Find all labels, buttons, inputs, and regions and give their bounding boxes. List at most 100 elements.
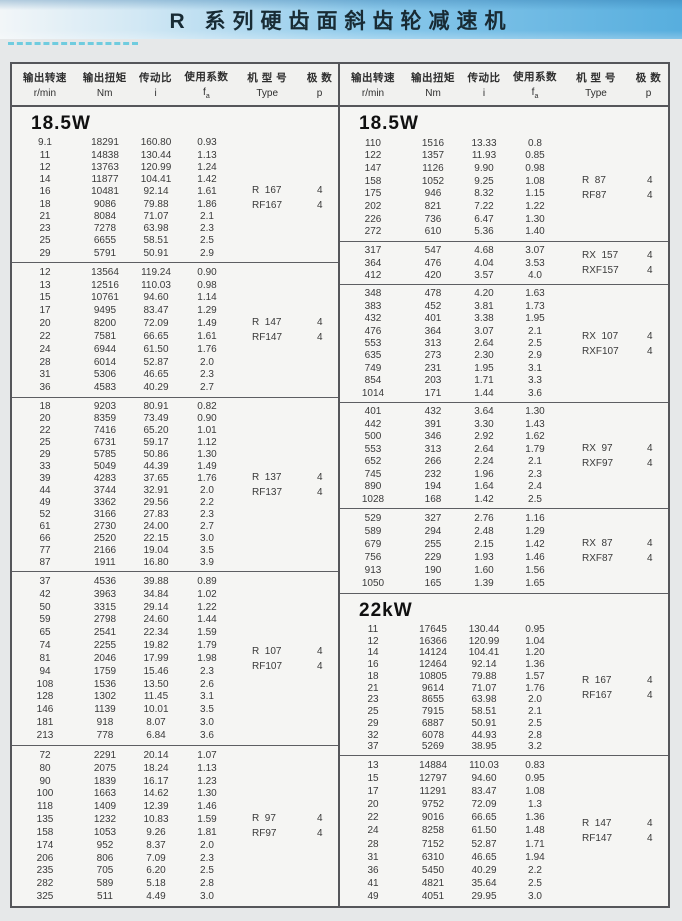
- factor-value: 1.76: [525, 682, 545, 694]
- factor-value: 1.57: [525, 670, 545, 682]
- rows-group: 401 432 3.64 1.30 442 391 3.30 1.43 500 346 2.92 1.…: [340, 405, 668, 506]
- table-row: 23 8655 63.98 2.0: [340, 694, 668, 705]
- model-name: RF167: [582, 690, 613, 701]
- speed-value: 476: [364, 325, 382, 337]
- torque-value: 4583: [93, 382, 117, 394]
- table-row: 20 8359 73.49 0.90: [12, 413, 338, 424]
- factor-value: 1.43: [525, 418, 545, 430]
- speed-value: 589: [364, 526, 382, 537]
- table-row: 12 13564 119.24 0.90: [12, 267, 338, 278]
- speed-value: 745: [364, 468, 382, 480]
- speed-value: 21: [39, 210, 51, 222]
- ratio-value: 5.36: [474, 226, 494, 238]
- speed-value: 24: [367, 825, 379, 837]
- table-row: 679 255 2.15 1.42: [340, 539, 668, 550]
- table-row: 529 327 2.76 1.16: [340, 513, 668, 524]
- torque-value: 1759: [93, 665, 117, 677]
- rows-group: 72 2291 20.14 1.07 80 2075 18.24 1.13 90 1839 16.1…: [12, 748, 338, 904]
- torque-value: 255: [424, 539, 442, 550]
- col-torque-header: 输出扭矩 Nm: [411, 72, 455, 99]
- title-banner: R 系列硬齿面斜齿轮减速机: [0, 0, 682, 39]
- ratio-value: 2.48: [474, 526, 494, 537]
- model-row: RXF157 4: [563, 265, 668, 276]
- factor-value: 3.5: [200, 704, 214, 716]
- torque-value: 2075: [93, 762, 117, 774]
- torque-value: 9752: [421, 799, 445, 811]
- speed-value: 174: [36, 839, 54, 851]
- table-row: 272 610 5.36 1.40: [340, 226, 668, 237]
- factor-value: 4.0: [528, 269, 542, 281]
- torque-value: 1357: [421, 150, 445, 162]
- table-row: 122 1357 11.93 0.85: [340, 150, 668, 161]
- table-row: 158 1052 9.25 1.08: [340, 176, 668, 187]
- table-row: 128 1302 11.45 3.1: [12, 691, 338, 702]
- speed-value: 12: [39, 161, 51, 173]
- speed-value: 94: [39, 665, 51, 677]
- table-section: 18 9203 80.91 0.82 20 8359 73.49 0.90 22 7416 65.2…: [12, 398, 338, 572]
- torque-value: 918: [96, 717, 114, 729]
- torque-value: 589: [96, 878, 114, 890]
- ratio-value: 12.39: [143, 801, 169, 813]
- factor-value: 1.61: [197, 186, 217, 198]
- ratio-value: 3.30: [474, 418, 494, 430]
- speed-value: 25: [39, 235, 51, 247]
- model-name: R 147: [252, 317, 282, 328]
- speed-value: 20: [367, 799, 379, 811]
- speed-value: 108: [36, 678, 54, 690]
- ratio-value: 44.39: [143, 461, 169, 472]
- table-row: 1050 165 1.39 1.65: [340, 578, 668, 589]
- ratio-value: 2.92: [474, 431, 494, 443]
- speed-value: 202: [364, 200, 382, 212]
- col-speed-header: 输出转速 r/min: [22, 72, 67, 99]
- model-group: RX 87 4 RXF87 4: [563, 511, 668, 591]
- ratio-value: 2.64: [474, 337, 494, 349]
- ratio-value: 4.04: [474, 257, 494, 269]
- factor-value: 2.0: [200, 839, 214, 851]
- section-body: 401 432 3.64 1.30 442 391 3.30 1.43 500 346 2.92 1.…: [340, 405, 668, 506]
- ratio-value: 71.07: [471, 682, 497, 694]
- speed-value: 1014: [361, 387, 385, 399]
- model-poles: 4: [317, 471, 323, 483]
- model-row: RF147 4: [233, 332, 338, 343]
- model-row: R 107 4: [233, 646, 338, 657]
- table-row: 589 294 2.48 1.29: [340, 526, 668, 537]
- torque-value: 12516: [91, 279, 119, 291]
- table-row: 325 511 4.49 3.0: [12, 891, 338, 902]
- ratio-value: 7.09: [146, 852, 166, 864]
- table-row: 21 9614 71.07 1.76: [340, 683, 668, 694]
- factor-value: 1.30: [525, 406, 545, 418]
- factor-value: 2.6: [200, 678, 214, 690]
- col-factor-header: 使用系数 fa: [184, 71, 229, 100]
- ratio-value: 2.76: [474, 513, 494, 524]
- table-row: 23 7278 63.98 2.3: [12, 223, 338, 234]
- factor-value: 1.30: [197, 449, 217, 460]
- factor-value: 1.07: [197, 749, 217, 761]
- table-row: 20 8200 72.09 1.49: [12, 318, 338, 329]
- torque-value: 8655: [421, 694, 445, 706]
- factor-value: 0.89: [197, 575, 217, 587]
- factor-value: 1.04: [525, 635, 545, 647]
- factor-value: 2.5: [528, 337, 542, 349]
- ratio-value: 120.99: [468, 635, 500, 647]
- ratio-value: 8.37: [146, 839, 166, 851]
- torque-value: 16366: [419, 635, 447, 647]
- ratio-value: 66.65: [143, 330, 169, 342]
- speed-value: 12: [367, 635, 379, 647]
- speed-value: 226: [364, 213, 382, 225]
- torque-value: 2520: [93, 533, 117, 544]
- speed-value: 175: [364, 188, 382, 200]
- table-row: 74 2255 19.82 1.79: [12, 640, 338, 651]
- table-row: 29 6887 50.91 2.5: [340, 718, 668, 729]
- factor-value: 2.3: [200, 223, 214, 235]
- speed-value: 36: [39, 382, 51, 394]
- table-row: 31 6310 46.65 1.94: [340, 852, 668, 863]
- torque-value: 2046: [93, 652, 117, 664]
- speed-value: 31: [39, 369, 51, 381]
- speed-value: 272: [364, 226, 382, 238]
- table-section: 37 4536 39.88 0.89 42 3963 34.84 1.02 50 3315 29.1…: [12, 572, 338, 746]
- torque-value: 806: [96, 852, 114, 864]
- ratio-value: 13.33: [471, 137, 497, 149]
- speed-value: 529: [364, 513, 382, 524]
- ratio-value: 1.71: [474, 375, 494, 387]
- model-name: R 87: [582, 174, 606, 186]
